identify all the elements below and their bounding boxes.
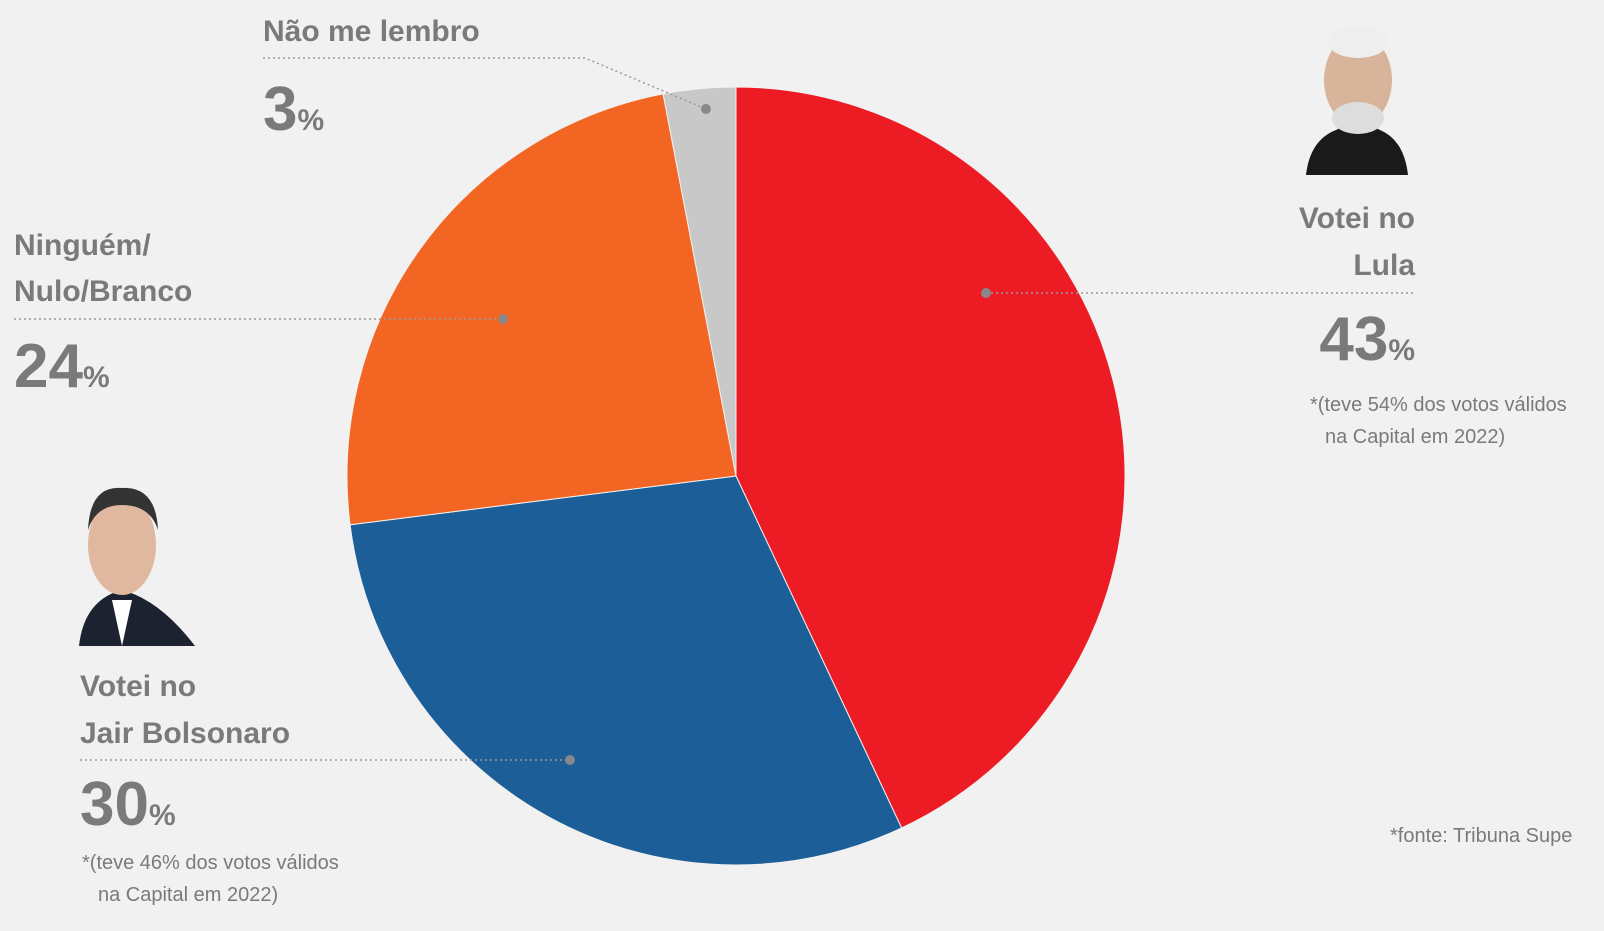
slice-label: Votei no — [1299, 202, 1415, 235]
pie-slice — [346, 93, 737, 526]
value-part: % — [83, 361, 110, 394]
pie-slice — [735, 86, 1126, 829]
value-label: 3% — [263, 75, 324, 144]
note: na Capital em 2022) — [1325, 426, 1505, 448]
note: na Capital em 2022) — [98, 884, 278, 906]
note: *(teve 54% dos votos válidos — [1310, 394, 1567, 416]
portrait-lula — [1306, 26, 1408, 175]
value-part: 3 — [263, 75, 297, 144]
value-label: 30% — [80, 770, 176, 839]
slice-label: Não me lembro — [263, 15, 480, 48]
value-label: 24% — [14, 332, 110, 401]
slice-label: Jair Bolsonaro — [80, 717, 290, 750]
leader-dot — [701, 104, 711, 114]
leader-dot — [981, 288, 991, 298]
value-part: 24 — [14, 332, 83, 401]
slice-label: Lula — [1353, 249, 1415, 282]
source: *fonte: Tribuna Supe — [1390, 825, 1572, 847]
portrait-bolsonaro — [79, 487, 195, 646]
pie-slice — [349, 475, 903, 866]
value-part: % — [1388, 334, 1415, 367]
value-part: % — [297, 104, 324, 137]
value-label: 43% — [1319, 305, 1415, 374]
slice-label: Votei no — [80, 670, 196, 703]
value-part: 30 — [80, 770, 149, 839]
value-part: 43 — [1319, 305, 1388, 374]
pie-slice — [662, 86, 737, 477]
note: *(teve 46% dos votos válidos — [82, 852, 339, 874]
leader-dot — [565, 755, 575, 765]
slice-label: Nulo/Branco — [14, 275, 192, 308]
value-part: % — [149, 799, 176, 832]
leader-line — [263, 57, 707, 110]
leader-dot — [498, 314, 508, 324]
slice-label: Ninguém/ — [14, 229, 151, 262]
